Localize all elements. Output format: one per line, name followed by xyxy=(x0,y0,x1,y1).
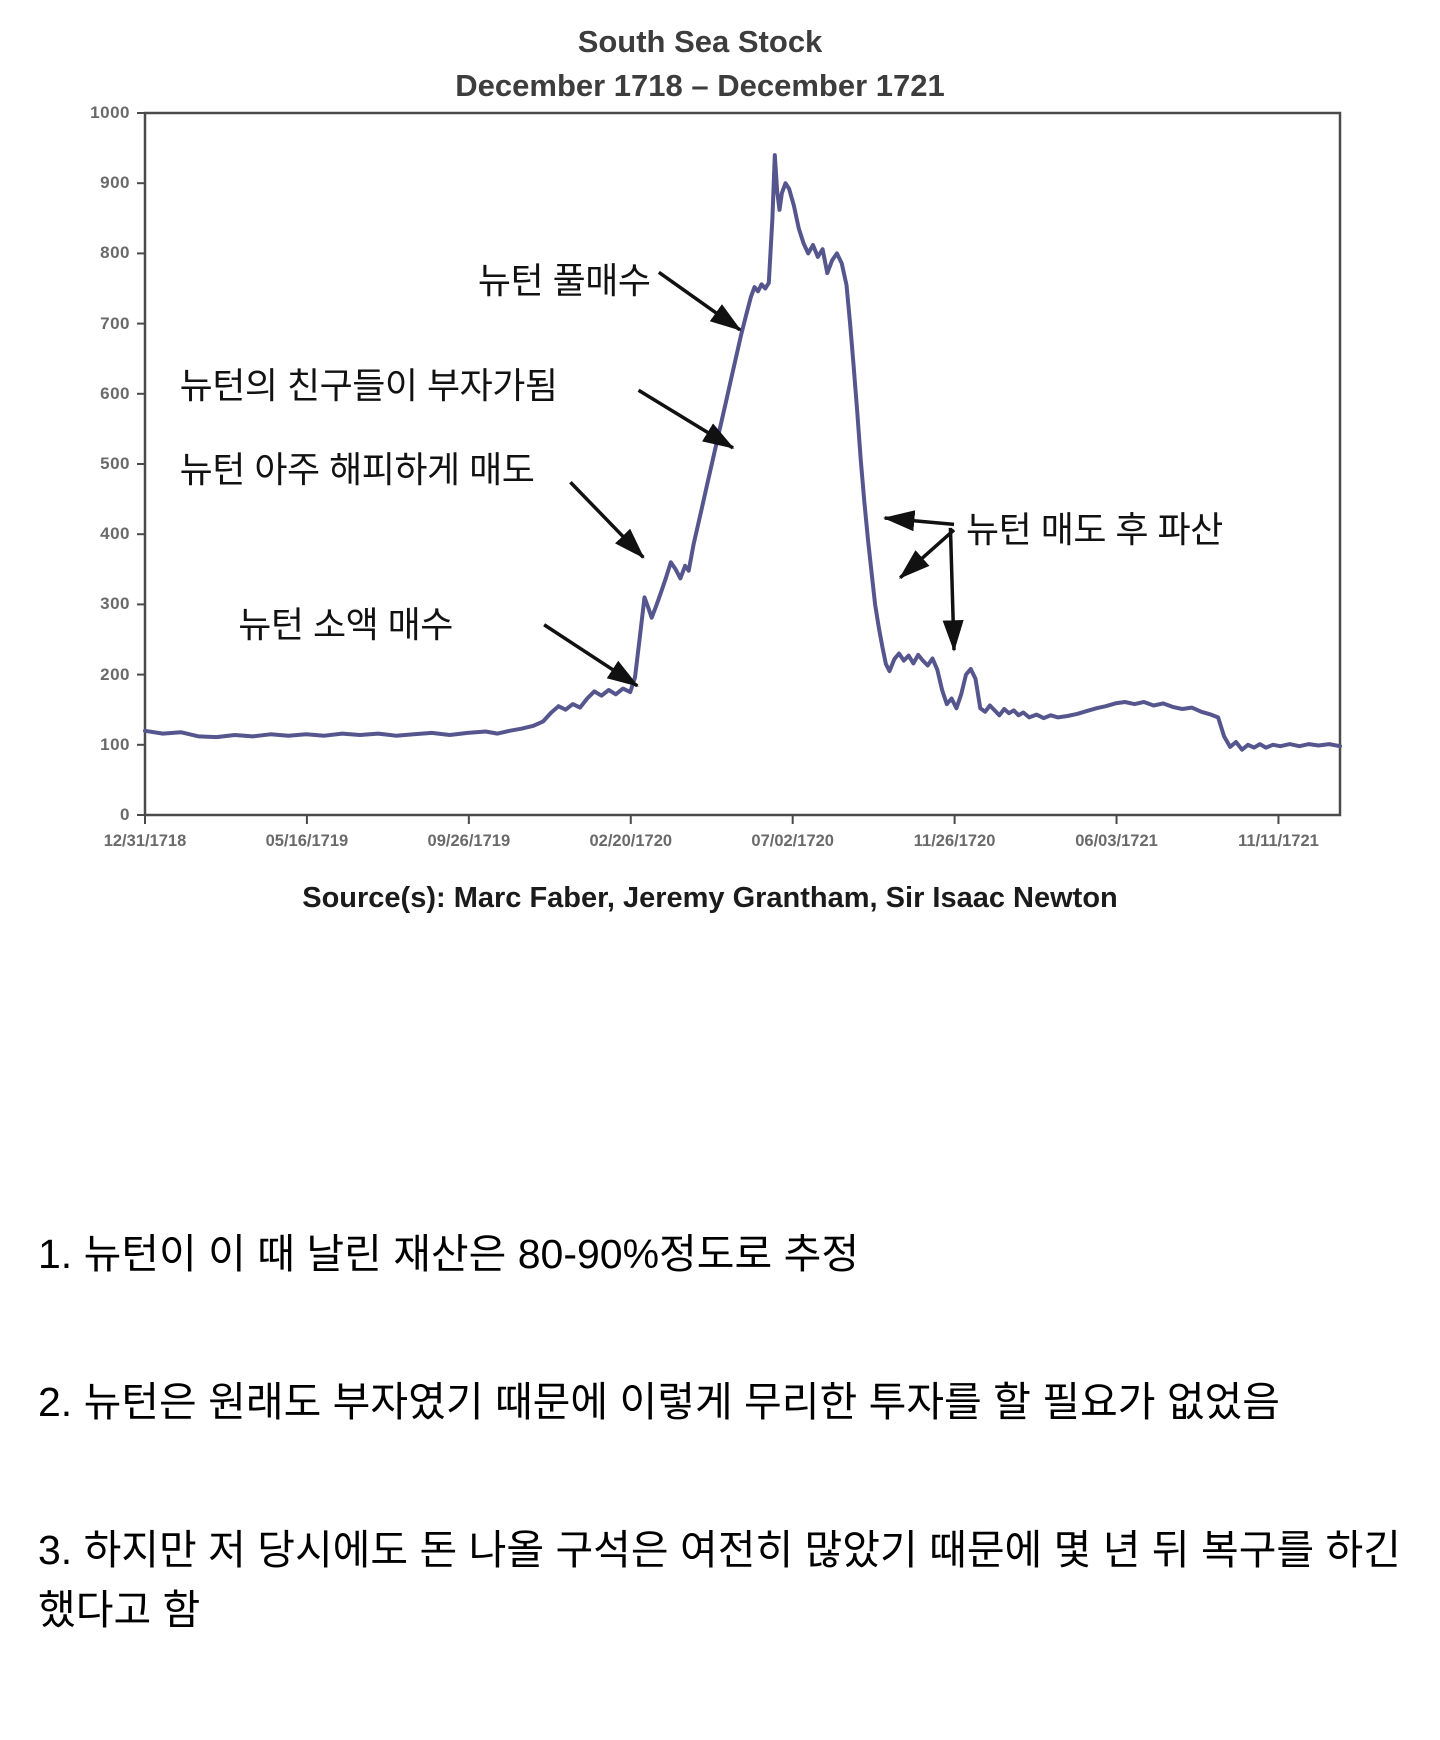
chart-title: South Sea Stock xyxy=(577,24,823,59)
chart-annotation: 뉴턴 아주 해피하게 매도 xyxy=(179,448,535,490)
y-tick-label: 700 xyxy=(100,313,130,333)
y-tick-label: 900 xyxy=(100,173,130,193)
x-tick-label: 12/31/1718 xyxy=(103,832,187,850)
chart-subtitle: December 1718 – December 1721 xyxy=(455,68,945,103)
x-tick-label: 02/20/1720 xyxy=(589,832,673,850)
y-tick-label: 400 xyxy=(100,524,130,544)
chart-annotation: 뉴턴 소액 매수 xyxy=(238,603,453,645)
chart-annotation: 뉴턴 풀매수 xyxy=(477,259,651,301)
y-tick-label: 1000 xyxy=(90,103,130,122)
x-tick-label: 09/26/1719 xyxy=(427,832,511,850)
note-item: 2. 뉴턴은 원래도 부자였기 때문에 이렇게 무리한 투자를 할 필요가 없었… xyxy=(38,1379,1280,1425)
y-tick-label: 800 xyxy=(100,243,130,263)
annotation-arrow xyxy=(657,270,742,332)
price-line xyxy=(143,153,1342,752)
x-tick-label: 07/02/1720 xyxy=(751,832,834,850)
y-tick-label: 300 xyxy=(100,594,130,614)
annotation-arrow xyxy=(898,528,956,580)
annotation-arrow xyxy=(569,481,645,559)
price-line-chart xyxy=(137,111,1342,824)
chart-source: Source(s): Marc Faber, Jeremy Grantham, … xyxy=(302,882,1118,914)
x-tick-label: 06/03/1721 xyxy=(1075,832,1158,850)
chart-annotation: 뉴턴 매도 후 파산 xyxy=(965,509,1223,551)
note-item: 1. 뉴턴이 이 때 날린 재산은 80-90%정도로 추정 xyxy=(38,1231,860,1277)
annotation-arrow xyxy=(637,388,735,450)
notes-section: 1. 뉴턴이 이 때 날린 재산은 80-90%정도로 추정 2. 뉴턴은 원래도… xyxy=(38,1224,1440,1728)
note-item: 3. 하지만 저 당시에도 돈 나올 구석은 여전히 많았기 때문에 몇 년 뒤… xyxy=(38,1527,1401,1633)
x-tick-label: 05/16/1719 xyxy=(265,832,349,850)
y-tick-label: 500 xyxy=(100,454,130,473)
chart-annotation: 뉴턴의 친구들이 부자가됨 xyxy=(179,365,558,407)
annotation-arrow xyxy=(882,510,955,532)
x-tick-label: 11/11/1721 xyxy=(1238,832,1319,850)
y-tick-label: 200 xyxy=(100,664,130,684)
y-tick-label: 100 xyxy=(100,734,130,754)
y-tick-label: 0 xyxy=(120,805,130,824)
annotation-arrow xyxy=(942,527,964,652)
annotation-arrow xyxy=(543,623,639,688)
y-tick-label: 600 xyxy=(100,383,130,403)
x-tick-label: 11/26/1720 xyxy=(913,832,996,850)
